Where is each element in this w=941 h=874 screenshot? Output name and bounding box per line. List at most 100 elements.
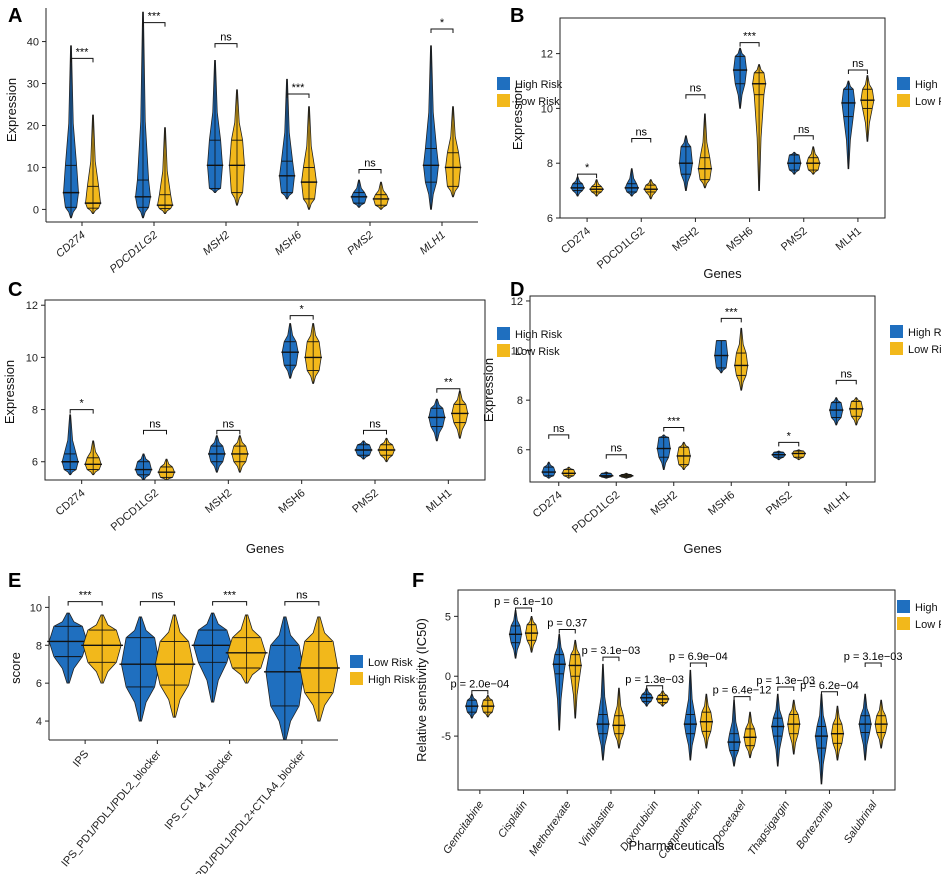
significance-bracket	[577, 173, 598, 179]
x-axis-label: Genes	[246, 541, 285, 556]
significance-bracket	[720, 317, 742, 323]
legend-swatch	[890, 342, 903, 355]
legend-label: High Risk	[915, 602, 941, 614]
significance-bracket	[143, 429, 167, 435]
x-tick-label: MSH2	[649, 489, 680, 518]
significance-label: p = 3.1e−03	[844, 651, 903, 663]
x-tick-label: PMS2	[350, 487, 381, 515]
significance-bracket	[212, 601, 248, 606]
significance-bracket	[558, 629, 576, 634]
legend-label: High Risk	[908, 327, 941, 339]
significance-bracket	[847, 69, 868, 75]
significance-label: *	[440, 17, 445, 29]
y-tick-label: 8	[36, 640, 42, 652]
y-tick-label: 6	[36, 678, 42, 690]
x-axis-label: Genes	[683, 541, 722, 556]
plot-frame	[44, 299, 486, 481]
x-tick-label: Bortezomib	[794, 799, 836, 851]
x-axis-label: Pharmaceuticals	[628, 838, 725, 853]
plot-frame	[457, 589, 896, 791]
y-tick-label: 20	[27, 120, 39, 132]
significance-label: p = 3.1e−03	[582, 645, 641, 657]
significance-bracket	[436, 388, 461, 393]
y-tick-label: 0	[33, 204, 39, 216]
y-tick-label: 8	[517, 395, 523, 407]
y-axis-label: Expression	[2, 360, 17, 424]
panel-f: F -5 0 5 Relative senstivity (IC50) Pharmaceu…	[412, 570, 941, 861]
y-axis-label: Expression	[4, 78, 19, 142]
y-tick-label: 0	[445, 671, 451, 683]
legend-label: Low Risk	[908, 344, 941, 356]
panel-c: C 6 8 10 12 Expression Genes CD274 * PDCD1LG2 ns MS…	[2, 279, 563, 556]
x-tick-label: IPS_CTLA4_blocker	[163, 748, 236, 832]
significance-label: p = 0.37	[547, 618, 587, 630]
y-tick-label: 6	[517, 445, 523, 457]
significance-label: ns	[690, 83, 702, 95]
legend-label: High Risk	[915, 79, 941, 91]
significance-bracket	[777, 686, 795, 692]
significance-label: p = 2.0e−04	[450, 679, 509, 691]
y-tick-label: 8	[32, 405, 38, 417]
panel-letter: E	[8, 570, 21, 592]
legend-swatch	[897, 77, 910, 90]
y-tick-label: 4	[36, 716, 42, 728]
significance-bracket	[631, 138, 652, 143]
significance-label: ns	[840, 368, 852, 380]
x-tick-label: MLH1	[834, 225, 864, 253]
significance-bracket	[515, 607, 533, 612]
significance-label: ns	[798, 124, 810, 136]
significance-bracket	[739, 42, 760, 47]
plot-frame	[559, 17, 886, 219]
x-tick-label: MSH6	[706, 489, 737, 518]
x-tick-label: MLH1	[418, 229, 448, 257]
significance-bracket	[820, 691, 838, 696]
y-axis-label: Expression	[510, 86, 525, 150]
significance-bracket	[67, 601, 103, 606]
legend-label: Low Risk	[915, 619, 941, 631]
significance-label: ***	[76, 46, 90, 58]
x-tick-label: IPS	[71, 748, 92, 769]
significance-label: p = 1.3e−03	[625, 674, 684, 686]
y-tick-label: 5	[445, 611, 451, 623]
significance-label: *	[787, 430, 792, 442]
y-tick-label: 12	[26, 300, 38, 312]
significance-bracket	[689, 662, 707, 668]
significance-label: ns	[364, 158, 376, 170]
y-tick-label: 10	[30, 602, 42, 614]
significance-bracket	[663, 426, 685, 432]
x-tick-label: Gemcitabine	[441, 799, 486, 856]
significance-label: p = 6.4e−12	[713, 685, 772, 697]
significance-label: ***	[223, 590, 237, 602]
x-tick-label: Salubrinal	[842, 798, 880, 845]
y-axis-label: Relative senstivity (IC50)	[414, 618, 429, 762]
y-tick-label: -5	[441, 731, 451, 743]
x-tick-label: CD274	[54, 487, 88, 518]
y-tick-label: 10	[541, 103, 553, 115]
significance-bracket	[733, 696, 751, 701]
x-tick-label: PDCD1LG2	[109, 487, 161, 534]
x-tick-label: PDCD1LG2	[570, 489, 622, 536]
significance-label: ns	[223, 418, 235, 430]
significance-label: ns	[149, 418, 161, 430]
legend-swatch	[350, 672, 363, 685]
significance-label: ***	[79, 590, 93, 602]
x-tick-label: MLH1	[822, 489, 852, 517]
significance-label: *	[80, 398, 85, 410]
significance-label: ***	[743, 31, 757, 43]
significance-bracket	[139, 601, 175, 606]
x-tick-label: CD274	[559, 225, 593, 256]
y-tick-label: 6	[547, 213, 553, 225]
legend-label: High Risk	[515, 79, 563, 91]
legend-label: High Risk	[515, 329, 563, 341]
significance-bracket	[142, 22, 166, 27]
x-tick-label: MSH6	[276, 487, 307, 516]
x-tick-label: PMS2	[779, 225, 810, 253]
panel-e: E46810scoreIPS***IPS_PD1/PDL1/PDL2_block…	[8, 570, 416, 874]
significance-bracket	[214, 43, 238, 48]
panel-letter: A	[8, 5, 22, 27]
significance-bracket	[70, 57, 94, 63]
x-tick-label: IPS_PD1/PDL1/PDL2+CTLA4_blocker	[178, 748, 309, 874]
legend-label: Low Risk	[515, 346, 560, 358]
y-tick-label: 12	[511, 296, 523, 308]
y-tick-label: 12	[541, 49, 553, 61]
